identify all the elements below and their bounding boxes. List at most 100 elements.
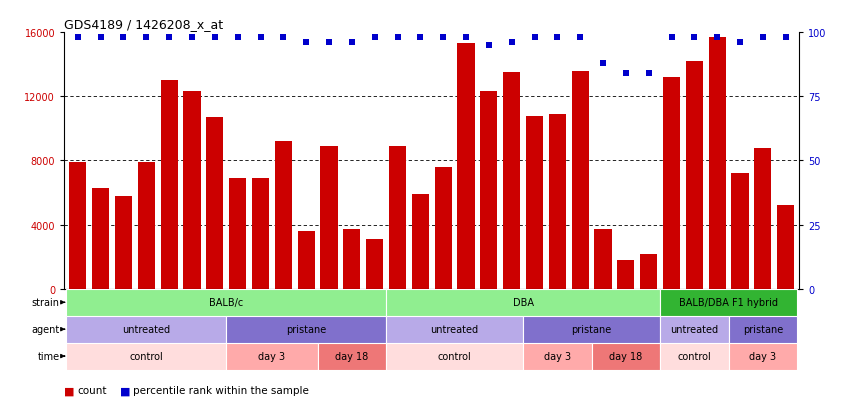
Bar bbox=[344, 230, 361, 289]
Text: day 3: day 3 bbox=[258, 351, 286, 361]
Text: percentile rank within the sample: percentile rank within the sample bbox=[133, 385, 309, 395]
Bar bbox=[686, 62, 703, 289]
Bar bbox=[386, 316, 523, 343]
Point bbox=[299, 40, 313, 47]
Text: BALB/c: BALB/c bbox=[209, 297, 244, 308]
Point bbox=[619, 71, 633, 77]
Text: day 18: day 18 bbox=[335, 351, 369, 361]
Bar bbox=[663, 78, 680, 289]
Text: ■: ■ bbox=[120, 385, 130, 395]
Point bbox=[276, 35, 290, 41]
Point bbox=[368, 35, 381, 41]
Bar bbox=[434, 168, 451, 289]
Point bbox=[94, 35, 108, 41]
Point bbox=[391, 35, 404, 41]
Bar bbox=[523, 343, 592, 370]
Text: ■: ■ bbox=[64, 385, 74, 395]
Text: GDS4189 / 1426208_x_at: GDS4189 / 1426208_x_at bbox=[64, 17, 223, 31]
Text: pristane: pristane bbox=[286, 324, 327, 335]
Bar bbox=[754, 148, 771, 289]
Bar bbox=[229, 179, 246, 289]
Text: BALB/DBA F1 hybrid: BALB/DBA F1 hybrid bbox=[679, 297, 778, 308]
Point bbox=[596, 60, 610, 67]
Point bbox=[574, 35, 587, 41]
Text: control: control bbox=[438, 351, 471, 361]
Bar bbox=[386, 343, 523, 370]
Bar bbox=[594, 230, 611, 289]
Bar bbox=[709, 38, 726, 289]
Bar bbox=[69, 163, 86, 289]
Bar bbox=[317, 343, 386, 370]
Point bbox=[345, 40, 359, 47]
Text: DBA: DBA bbox=[513, 297, 534, 308]
Bar bbox=[298, 231, 315, 289]
Bar bbox=[503, 73, 520, 289]
Text: control: control bbox=[677, 351, 711, 361]
Bar bbox=[274, 142, 292, 289]
Point bbox=[254, 35, 268, 41]
Bar bbox=[227, 343, 317, 370]
Bar bbox=[660, 289, 797, 316]
Point bbox=[116, 35, 130, 41]
Point bbox=[756, 35, 770, 41]
Bar bbox=[617, 260, 634, 289]
Point bbox=[71, 35, 85, 41]
Text: untreated: untreated bbox=[122, 324, 170, 335]
Bar bbox=[115, 196, 132, 289]
Text: untreated: untreated bbox=[431, 324, 479, 335]
Bar bbox=[67, 289, 386, 316]
Point bbox=[186, 35, 199, 41]
Point bbox=[551, 35, 564, 41]
Bar bbox=[481, 92, 498, 289]
Bar bbox=[640, 254, 657, 289]
Point bbox=[322, 40, 336, 47]
Text: count: count bbox=[77, 385, 107, 395]
Text: agent: agent bbox=[32, 324, 60, 335]
Point bbox=[459, 35, 473, 41]
Bar bbox=[252, 179, 269, 289]
Bar bbox=[412, 195, 429, 289]
Text: control: control bbox=[129, 351, 163, 361]
Text: time: time bbox=[38, 351, 60, 361]
Bar bbox=[526, 116, 543, 289]
Point bbox=[414, 35, 428, 41]
Bar bbox=[206, 118, 223, 289]
Bar bbox=[321, 147, 338, 289]
Point bbox=[711, 35, 724, 41]
Text: pristane: pristane bbox=[571, 324, 611, 335]
Point bbox=[687, 35, 701, 41]
Text: day 3: day 3 bbox=[544, 351, 571, 361]
Bar bbox=[389, 147, 406, 289]
Point bbox=[734, 40, 747, 47]
Text: untreated: untreated bbox=[670, 324, 718, 335]
Text: strain: strain bbox=[32, 297, 60, 308]
Text: day 18: day 18 bbox=[610, 351, 642, 361]
Bar bbox=[732, 174, 749, 289]
Bar bbox=[67, 343, 227, 370]
Bar bbox=[523, 316, 660, 343]
Point bbox=[139, 35, 153, 41]
Bar bbox=[67, 316, 227, 343]
Bar bbox=[366, 240, 383, 289]
Bar bbox=[386, 289, 660, 316]
Bar bbox=[457, 44, 475, 289]
Bar bbox=[572, 71, 589, 289]
Bar bbox=[728, 316, 797, 343]
Point bbox=[664, 35, 678, 41]
Bar bbox=[728, 343, 797, 370]
Bar bbox=[549, 115, 566, 289]
Point bbox=[208, 35, 221, 41]
Point bbox=[642, 71, 656, 77]
Point bbox=[504, 40, 518, 47]
Point bbox=[162, 35, 176, 41]
Point bbox=[528, 35, 541, 41]
Bar bbox=[660, 316, 728, 343]
Bar bbox=[92, 188, 109, 289]
Bar bbox=[592, 343, 660, 370]
Point bbox=[436, 35, 450, 41]
Point bbox=[482, 43, 496, 49]
Bar bbox=[777, 206, 794, 289]
Bar bbox=[227, 316, 386, 343]
Text: pristane: pristane bbox=[743, 324, 783, 335]
Text: day 3: day 3 bbox=[749, 351, 776, 361]
